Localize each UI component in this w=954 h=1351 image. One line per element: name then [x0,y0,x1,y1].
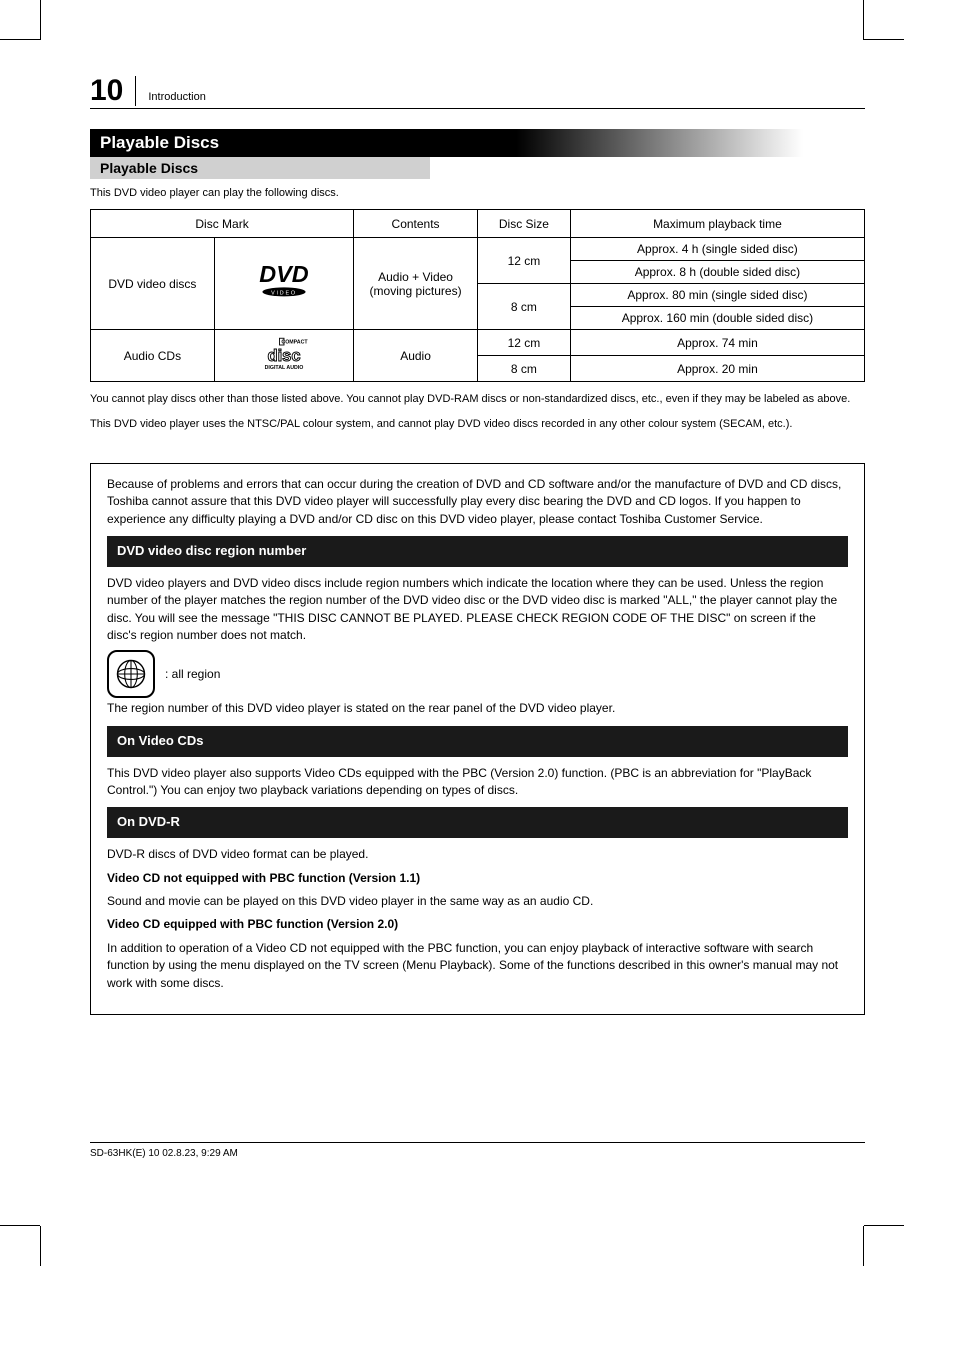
section-name: Introduction [136,75,205,103]
time-cell: Approx. 20 min [570,356,864,382]
page-content: 10 Introduction Playable Discs Playable … [90,75,865,1015]
crop-mark [40,1226,41,1266]
disc-type-cell: DVD video discs [91,238,215,330]
sub-title-bar: Playable Discs [90,157,430,179]
crop-mark [40,0,41,40]
info-bullet: Video CD equipped with PBC function (Ver… [107,916,848,933]
info-subheader-dvdr: On DVD-R [107,807,848,838]
crop-mark [863,0,864,40]
table-header: Maximum playback time [570,210,864,238]
table-header: Disc Mark [91,210,354,238]
info-bullet: Video CD not equipped with PBC function … [107,870,848,887]
dvd-logo-icon: DVD VIDEO [239,262,329,302]
time-cell: Approx. 80 min (single sided disc) [570,284,864,307]
info-subheader-region: DVD video disc region number [107,536,848,567]
table-row: Audio CDs COMPACT disc DIGITAL AUDIO Aud… [91,330,865,356]
info-box: Because of problems and errors that can … [90,463,865,1015]
info-paragraph: The region number of this DVD video play… [107,700,848,717]
size-cell: 8 cm [477,284,570,330]
contents-cell: Audio + Video (moving pictures) [354,238,478,330]
info-paragraph: DVD-R discs of DVD video format can be p… [107,846,848,863]
size-cell: 12 cm [477,238,570,284]
crop-mark [863,1226,864,1266]
size-cell: 8 cm [477,356,570,382]
footer-text: SD-63HK(E) 10 02.8.23, 9:29 AM [90,1148,238,1159]
page-header: 10 Introduction [90,75,865,109]
crop-mark [0,1225,40,1226]
table-row: DVD video discs DVD VIDEO Audio + Video … [91,238,865,261]
cd-logo-cell: COMPACT disc DIGITAL AUDIO [214,330,353,382]
svg-text:VIDEO: VIDEO [271,291,297,297]
note-paragraph: You cannot play discs other than those l… [90,392,865,407]
sub-title-note: This DVD video player can play the follo… [90,187,865,199]
contents-cell: Audio [354,330,478,382]
page-number: 10 [90,76,136,106]
time-cell: Approx. 160 min (double sided disc) [570,307,864,330]
note-paragraph: This DVD video player uses the NTSC/PAL … [90,417,865,432]
table-header: Disc Size [477,210,570,238]
time-cell: Approx. 4 h (single sided disc) [570,238,864,261]
crop-mark [864,1225,904,1226]
info-bullet: In addition to operation of a Video CD n… [107,940,848,992]
info-subheader-videocd: On Video CDs [107,726,848,757]
crop-mark [0,39,40,40]
info-intro: Because of problems and errors that can … [107,476,848,528]
svg-text:disc: disc [267,347,300,365]
globe-label: : all region [165,666,220,683]
globe-row: : all region [107,650,848,698]
time-cell: Approx. 8 h (double sided disc) [570,261,864,284]
footer-rule [90,1142,865,1143]
disc-type-cell: Audio CDs [91,330,215,382]
svg-text:DIGITAL AUDIO: DIGITAL AUDIO [265,365,304,371]
table-header: Contents [354,210,478,238]
svg-text:DVD: DVD [259,262,308,287]
title-bar: Playable Discs [90,129,865,157]
crop-mark [864,39,904,40]
size-cell: 12 cm [477,330,570,356]
disc-table: Disc Mark Contents Disc Size Maximum pla… [90,209,865,382]
info-bullet: Sound and movie can be played on this DV… [107,893,848,910]
time-cell: Approx. 74 min [570,330,864,356]
info-paragraph: DVD video players and DVD video discs in… [107,575,848,645]
globe-icon [107,650,155,698]
svg-text:COMPACT: COMPACT [281,340,308,346]
compact-disc-logo-icon: COMPACT disc DIGITAL AUDIO [254,334,314,374]
info-paragraph: This DVD video player also supports Vide… [107,765,848,800]
dvd-logo-cell: DVD VIDEO [214,238,353,330]
